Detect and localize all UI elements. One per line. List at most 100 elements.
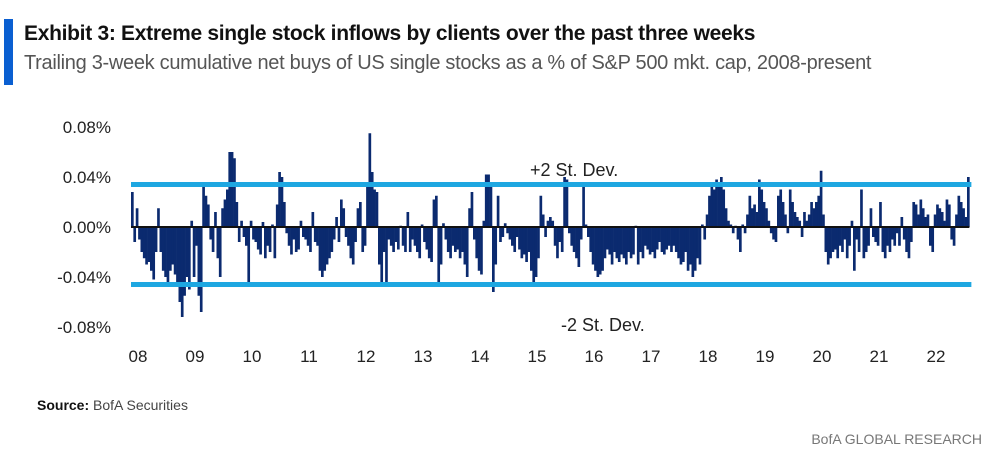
bar (696, 227, 699, 259)
bar (651, 227, 654, 252)
bar (287, 227, 291, 246)
y-tick-label: 0.08% (63, 118, 111, 137)
bar (283, 202, 286, 227)
bar (912, 202, 916, 227)
bar (902, 227, 906, 240)
bar (693, 227, 697, 271)
bar (929, 227, 932, 246)
bar (482, 220, 486, 227)
bar (900, 217, 904, 227)
x-tick-label: 10 (243, 347, 262, 366)
bar (784, 214, 787, 227)
bar (577, 227, 581, 267)
bar (442, 223, 445, 227)
bar (898, 227, 901, 246)
bar (591, 227, 595, 265)
brand-footer: BofA GLOBAL RESEARCH (811, 431, 982, 447)
bar (826, 227, 830, 265)
bar (741, 224, 745, 227)
bar (363, 227, 367, 246)
bar (760, 189, 764, 227)
bar (822, 214, 825, 227)
bar (582, 183, 585, 227)
bar (572, 227, 576, 252)
bar (964, 217, 968, 227)
bar (373, 189, 376, 227)
bar (340, 199, 343, 227)
bar (332, 227, 336, 240)
bar (180, 227, 184, 317)
bar (292, 227, 296, 240)
bar (845, 227, 849, 259)
bar (252, 227, 255, 240)
bar (888, 227, 892, 252)
bar (563, 177, 566, 227)
bar (596, 227, 600, 277)
bar (587, 227, 590, 237)
bar (682, 227, 685, 262)
bar (245, 227, 248, 246)
bar (313, 227, 317, 242)
bar (477, 227, 481, 271)
bar (701, 224, 704, 227)
bar (644, 227, 647, 246)
bar (615, 227, 619, 259)
bar (211, 227, 215, 252)
bar (579, 227, 583, 240)
bar (712, 189, 716, 227)
bar (807, 214, 811, 227)
bar (185, 227, 189, 277)
bar (427, 227, 431, 259)
bar (297, 227, 300, 250)
bar (437, 227, 441, 284)
bar (209, 227, 213, 240)
bar (788, 189, 792, 227)
bar (456, 227, 460, 250)
bar (812, 208, 816, 227)
bar (919, 199, 923, 227)
bar (874, 227, 878, 242)
bar (404, 227, 407, 252)
bar (613, 227, 616, 252)
bar (689, 227, 692, 265)
bar (133, 227, 137, 242)
bar (848, 227, 851, 246)
bar (192, 227, 196, 277)
x-tick-label: 17 (642, 347, 661, 366)
bar (750, 208, 754, 227)
chart-subtitle: Trailing 3-week cumulative net buys of U… (24, 52, 872, 74)
bar (368, 133, 372, 227)
bar (598, 227, 602, 275)
bar (620, 227, 623, 255)
bar (762, 202, 766, 227)
bar-series (131, 133, 970, 317)
bar (746, 214, 749, 227)
bar (278, 172, 281, 227)
bar (781, 202, 785, 227)
bar (140, 227, 144, 252)
bar (881, 227, 885, 252)
bar (280, 177, 284, 227)
bar (876, 227, 880, 246)
y-tick-label: 0.00% (63, 218, 111, 237)
bar (560, 227, 564, 252)
bar (608, 227, 612, 255)
bar (294, 227, 298, 252)
bar (199, 227, 203, 312)
bar (439, 227, 443, 265)
bar (173, 227, 177, 275)
bar (698, 227, 702, 265)
bar (926, 214, 930, 227)
bar (862, 227, 866, 259)
bar (392, 227, 395, 252)
bar (413, 227, 417, 246)
bar (242, 227, 246, 237)
bar (957, 195, 961, 227)
bar (309, 227, 312, 252)
bar (304, 227, 308, 240)
bar (489, 183, 493, 227)
x-tick-label: 15 (528, 347, 547, 366)
bar (798, 220, 802, 227)
bar (672, 227, 676, 246)
bar (330, 227, 334, 252)
